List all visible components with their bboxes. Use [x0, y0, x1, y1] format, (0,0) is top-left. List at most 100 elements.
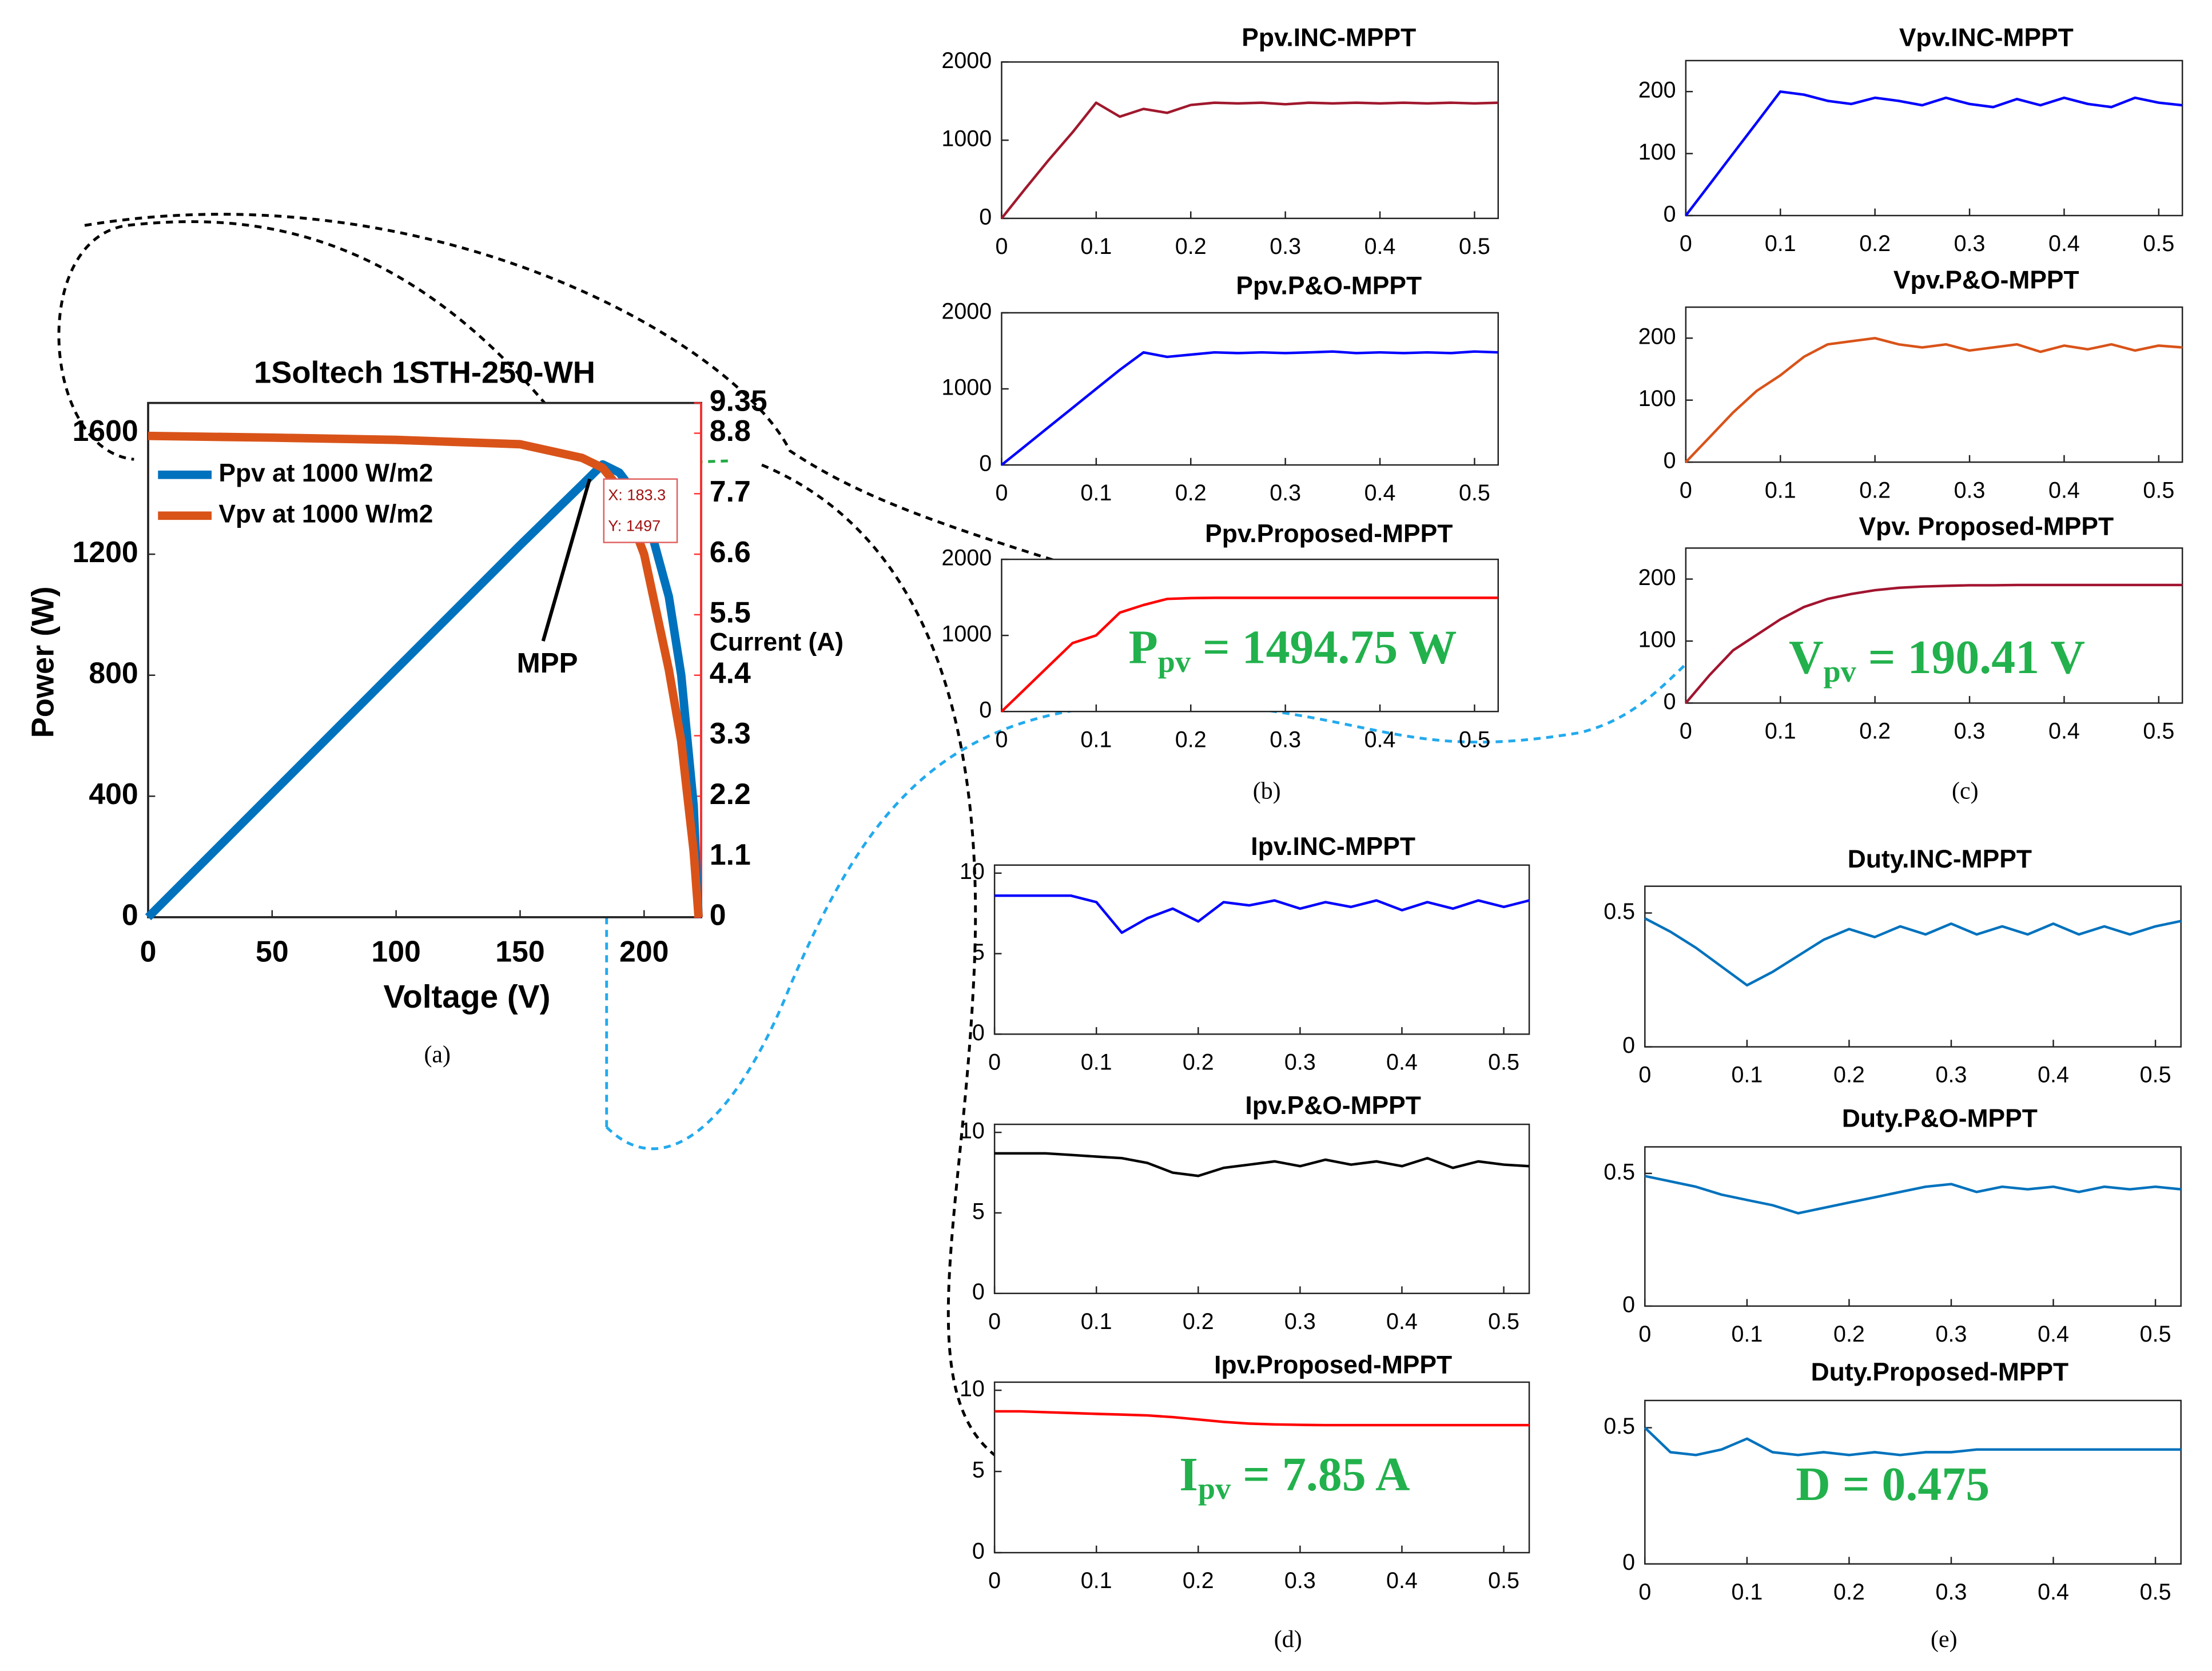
x-tick-label: 0.1 [1081, 1050, 1112, 1075]
panel-label: (a) [424, 1041, 451, 1068]
y-tick-label: 10 [960, 859, 985, 884]
x-tick-label: 0.5 [2143, 231, 2174, 256]
x-tick-label: 0 [1638, 1580, 1651, 1605]
series-line [1685, 90, 2183, 217]
x-tick-label: 0 [1638, 1063, 1651, 1088]
annotation: D = 0.475 [1796, 1458, 1990, 1511]
y2-tick-label: 3.3 [710, 717, 751, 750]
chart-title: 1Soltech 1STH-250-WH [254, 356, 595, 390]
x-tick-label: 0.1 [1080, 234, 1112, 259]
annotation: Ipv = 7.85 A [1179, 1448, 1410, 1506]
x-tick-label: 0.5 [2140, 1322, 2171, 1347]
x-tick-label: 0.2 [1859, 478, 1891, 503]
series-line [994, 1152, 1530, 1177]
x-tick-label: 0.2 [1183, 1050, 1214, 1075]
x-tick-label: 0.1 [1731, 1322, 1763, 1347]
y-tick-label: 1000 [941, 126, 992, 152]
x-tick-label: 0.4 [1386, 1050, 1418, 1075]
y-tick-label: 2000 [941, 299, 992, 324]
x-tick-label: 0.1 [1765, 478, 1796, 503]
series-line [1000, 596, 1498, 713]
annotation: MPP [517, 647, 578, 679]
y-tick-label: 0 [1664, 448, 1676, 474]
y-tick-label: 0 [979, 204, 992, 229]
x-tick-label: 0.4 [2048, 478, 2080, 503]
y-tick-label: 5 [972, 1199, 985, 1224]
x-tick-label: 0.4 [1386, 1568, 1418, 1593]
series-line [145, 460, 703, 921]
plot-area [1001, 558, 1499, 713]
x-tick-label: 200 [619, 935, 669, 968]
panel-label: (e) [1931, 1626, 1958, 1653]
x-tick-label: 0.4 [1364, 727, 1396, 752]
panel-label: (b) [1253, 778, 1281, 805]
x-tick-label: 0.3 [1270, 480, 1301, 506]
x-tick-label: 0 [988, 1309, 1001, 1334]
chart-title: Ipv.P&O-MPPT [1245, 1092, 1421, 1120]
x-tick-label: 0.1 [1081, 1568, 1112, 1593]
x-tick-label: 0.3 [1284, 1309, 1316, 1334]
series-line [994, 894, 1530, 934]
plot-area [1001, 312, 1499, 466]
chart-title: Ppv.P&O-MPPT [1236, 272, 1422, 300]
x-tick-label: 0.5 [2140, 1580, 2171, 1605]
y-tick-label: 400 [89, 777, 138, 810]
plot-area [1644, 885, 2182, 1048]
x-tick-label: 0.2 [1183, 1568, 1214, 1593]
x-tick-label: 0.2 [1833, 1580, 1865, 1605]
y-tick-label: 2000 [941, 48, 992, 73]
y-tick-label: 0.5 [1604, 899, 1635, 924]
annotation-arrow [541, 478, 592, 642]
x-tick-label: 0.2 [1183, 1309, 1214, 1334]
x-tick-label: 0.2 [1859, 719, 1891, 744]
x-tick-label: 0.3 [1954, 231, 1986, 256]
x-tick-label: 0.5 [1459, 480, 1490, 506]
x-tick-label: 0.2 [1175, 727, 1207, 752]
y-tick-label: 10 [960, 1376, 985, 1402]
y-tick-label: 0 [972, 1279, 985, 1304]
annotation-main: I [1179, 1448, 1198, 1501]
x-tick-label: 0 [1680, 478, 1692, 503]
plot-area [1644, 1146, 2182, 1307]
legend-label: Ppv at 1000 W/m2 [218, 459, 433, 487]
x-tick-label: 0.2 [1833, 1322, 1865, 1347]
plot-area [1685, 547, 2183, 704]
panel-label: (d) [1274, 1626, 1302, 1653]
x-tick-label: 0.3 [1954, 478, 1986, 503]
x-tick-label: 0.5 [1459, 234, 1490, 259]
x-tick-label: 0.4 [2048, 719, 2080, 744]
x-tick-label: 0.2 [1175, 234, 1207, 259]
chart-title: Vpv. Proposed-MPPT [1859, 513, 2114, 541]
x-tick-label: 0.1 [1080, 480, 1112, 506]
series-line [1685, 583, 2183, 704]
plot-area [993, 1381, 1530, 1554]
chart-title: Ipv.Proposed-MPPT [1214, 1351, 1452, 1379]
plot-area [1644, 1399, 2182, 1565]
chart-title: Vpv.INC-MPPT [1899, 24, 2074, 52]
x-tick-label: 50 [256, 935, 289, 968]
y-axis-label: Power (W) [26, 587, 60, 738]
y-tick-label: 0 [1622, 1550, 1635, 1575]
x-tick-label: 0.5 [2143, 478, 2174, 503]
y-tick-label: 0.5 [1604, 1414, 1635, 1439]
series-line [1001, 350, 1498, 466]
y-tick-label: 0.5 [1604, 1159, 1635, 1184]
x-tick-label: 150 [495, 935, 544, 968]
x-tick-label: 0 [1638, 1322, 1651, 1347]
series-line [1644, 1175, 2181, 1215]
datatip [603, 478, 678, 543]
y-tick-label: 1600 [73, 414, 138, 447]
y-tick-label: 1200 [73, 535, 138, 568]
dashed-arrow [57, 220, 594, 466]
x-tick-label: 0.3 [1936, 1322, 1967, 1347]
y2-axis-label: Current (A) [710, 628, 844, 657]
annotation-sub: pv [1824, 655, 1857, 689]
x-axis-label: Voltage (V) [384, 979, 551, 1015]
y-tick-label: 0 [1664, 689, 1676, 714]
plot-area [1685, 306, 2183, 463]
x-tick-label: 0.5 [2140, 1063, 2171, 1088]
x-tick-label: 0 [995, 727, 1008, 752]
chart-title: Duty.INC-MPPT [1848, 845, 2032, 873]
